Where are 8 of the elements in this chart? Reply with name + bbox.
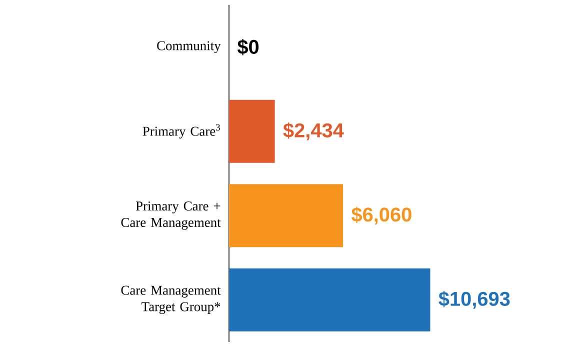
data-label: $0 <box>237 39 259 56</box>
y-tick-label: Primary Care$^{3}$ <box>142 124 220 139</box>
y-tick-label: Care Management Target Group* <box>121 286 221 314</box>
y-tick-label: Primary Care + Care Management <box>121 202 221 230</box>
data-label: $6,060 <box>352 206 412 225</box>
data-label: $2,434 <box>283 122 344 140</box>
data-label: $10,693 <box>438 290 510 309</box>
y-tick-label: Community <box>157 41 221 54</box>
